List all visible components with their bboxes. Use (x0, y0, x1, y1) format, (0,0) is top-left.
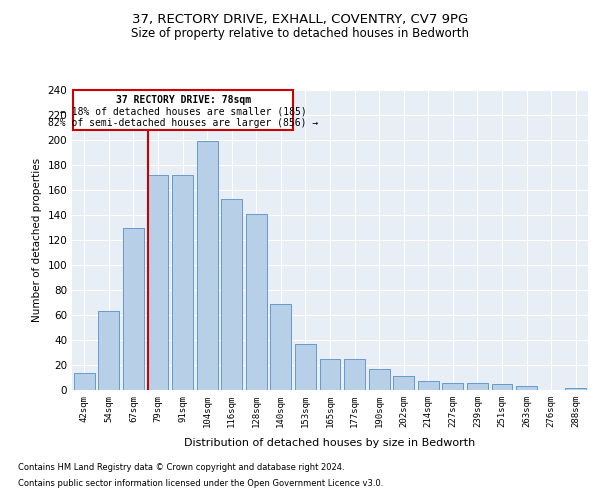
Bar (344, 359, 365, 390)
Text: Size of property relative to detached houses in Bedworth: Size of property relative to detached ho… (131, 28, 469, 40)
Bar (442, 382, 463, 390)
Bar (221, 198, 242, 390)
Bar (172, 175, 193, 390)
Bar (246, 214, 267, 390)
Text: Contains HM Land Registry data © Crown copyright and database right 2024.: Contains HM Land Registry data © Crown c… (18, 464, 344, 472)
Text: Distribution of detached houses by size in Bedworth: Distribution of detached houses by size … (184, 438, 476, 448)
Text: ← 18% of detached houses are smaller (185): ← 18% of detached houses are smaller (18… (60, 106, 307, 116)
Text: 82% of semi-detached houses are larger (856) →: 82% of semi-detached houses are larger (… (48, 118, 319, 128)
Text: 37, RECTORY DRIVE, EXHALL, COVENTRY, CV7 9PG: 37, RECTORY DRIVE, EXHALL, COVENTRY, CV7… (132, 12, 468, 26)
Bar (98, 311, 119, 390)
Bar (74, 372, 95, 390)
Bar (197, 141, 218, 390)
Text: 37 RECTORY DRIVE: 78sqm: 37 RECTORY DRIVE: 78sqm (116, 95, 251, 105)
Bar (73, 90, 293, 130)
Bar (418, 381, 439, 390)
Bar (148, 175, 169, 390)
Bar (271, 304, 292, 390)
Bar (123, 228, 144, 390)
Bar (368, 369, 389, 390)
Y-axis label: Number of detached properties: Number of detached properties (32, 158, 42, 322)
Bar (393, 376, 414, 390)
Bar (467, 382, 488, 390)
Bar (565, 388, 586, 390)
Bar (516, 386, 537, 390)
Bar (491, 384, 512, 390)
Text: Contains public sector information licensed under the Open Government Licence v3: Contains public sector information licen… (18, 478, 383, 488)
Bar (295, 344, 316, 390)
Bar (320, 359, 340, 390)
